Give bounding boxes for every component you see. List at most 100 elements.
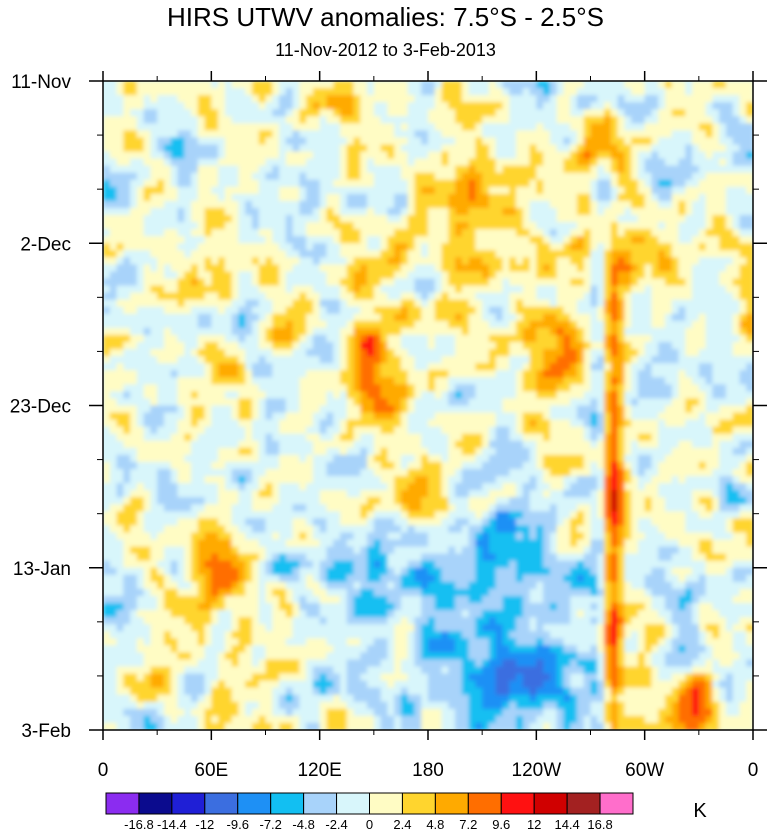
heat-cell xyxy=(109,285,118,294)
heat-cell xyxy=(299,426,307,435)
heat-cell xyxy=(218,215,226,223)
heat-cell xyxy=(292,370,301,379)
heat-cell xyxy=(624,81,632,89)
heat-cell xyxy=(475,299,483,308)
heat-cell xyxy=(191,137,199,146)
heat-cell xyxy=(624,193,632,202)
heat-cell xyxy=(150,95,158,103)
heat-cell xyxy=(333,123,341,132)
heat-cell xyxy=(617,222,626,230)
heat-cell xyxy=(299,130,307,139)
heat-cell xyxy=(292,391,301,400)
heat-cell xyxy=(184,391,192,400)
heat-cell xyxy=(644,264,653,273)
heat-cell xyxy=(414,391,423,400)
heat-cell xyxy=(509,236,517,245)
heat-cell xyxy=(258,250,267,259)
heat-cell xyxy=(583,412,592,421)
heat-cell xyxy=(522,412,531,421)
heat-cell xyxy=(576,426,585,435)
heat-cell xyxy=(103,285,111,294)
heat-cell xyxy=(285,215,294,223)
heat-cell xyxy=(637,370,646,379)
heat-cell xyxy=(292,398,301,407)
heat-cell xyxy=(306,186,314,195)
heat-cell xyxy=(678,412,687,421)
heat-cell xyxy=(123,186,131,195)
heat-cell xyxy=(651,356,660,364)
heat-cell xyxy=(522,172,531,181)
heat-cell xyxy=(177,102,186,111)
heat-cell xyxy=(177,95,186,103)
heat-cell xyxy=(671,102,680,111)
heat-cell xyxy=(651,179,660,188)
heat-cell xyxy=(482,200,490,209)
heat-cell xyxy=(658,370,666,379)
heat-cell xyxy=(387,215,395,223)
heat-cell xyxy=(644,130,653,139)
heat-cell xyxy=(333,327,341,336)
heat-cell xyxy=(664,433,673,442)
heat-cell xyxy=(150,179,158,188)
heat-cell xyxy=(191,349,199,357)
heat-cell xyxy=(637,271,646,280)
heat-cell xyxy=(184,172,192,181)
heat-cell xyxy=(333,342,341,350)
heat-cell xyxy=(502,243,511,252)
heat-cell xyxy=(265,349,274,357)
heat-cell xyxy=(664,405,673,414)
heat-cell xyxy=(400,88,409,96)
heat-cell xyxy=(610,144,619,153)
heat-cell xyxy=(583,102,592,111)
heat-cell xyxy=(191,412,199,421)
heat-cell xyxy=(583,222,592,230)
heat-cell xyxy=(339,440,348,449)
heat-cell xyxy=(326,243,335,252)
heat-cell xyxy=(570,342,578,350)
heat-cell xyxy=(529,165,538,174)
heat-cell xyxy=(705,116,714,125)
heat-cell xyxy=(739,144,748,153)
heat-cell xyxy=(407,313,416,322)
heat-cell xyxy=(346,440,355,449)
heat-cell xyxy=(163,320,172,329)
heat-cell xyxy=(204,285,213,294)
heat-cell xyxy=(536,109,544,118)
heat-cell xyxy=(468,264,477,273)
heat-cell xyxy=(103,81,111,89)
heat-cell xyxy=(258,207,267,216)
heat-cell xyxy=(373,264,382,273)
heat-cell xyxy=(373,215,382,223)
heat-cell xyxy=(123,292,131,301)
heat-cell xyxy=(698,186,707,195)
heat-cell xyxy=(360,236,368,245)
heat-cell xyxy=(617,250,626,259)
heat-cell xyxy=(299,278,307,287)
heat-cell xyxy=(536,250,544,259)
heat-cell xyxy=(170,130,179,139)
heat-cell xyxy=(671,215,680,223)
heat-cell xyxy=(360,200,368,209)
heat-cell xyxy=(394,433,402,442)
heat-cell xyxy=(461,299,470,308)
heat-cell xyxy=(732,342,741,350)
heat-cell xyxy=(651,229,660,237)
heat-cell xyxy=(163,257,172,266)
heat-cell xyxy=(685,215,693,223)
heat-cell xyxy=(387,398,395,407)
heat-cell xyxy=(157,109,165,118)
heat-cell xyxy=(692,179,700,188)
heat-cell xyxy=(421,264,429,273)
heat-cell xyxy=(414,426,423,435)
heat-cell xyxy=(251,95,260,103)
heat-cell xyxy=(123,398,131,407)
heat-cell xyxy=(109,377,118,386)
heat-cell xyxy=(441,320,450,329)
heat-cell xyxy=(224,207,233,216)
heat-cell xyxy=(509,299,517,308)
heat-cell xyxy=(502,405,511,414)
heat-cell xyxy=(123,81,131,89)
heat-cell xyxy=(576,306,585,315)
heat-cell xyxy=(116,250,125,259)
heat-cell xyxy=(136,306,145,315)
